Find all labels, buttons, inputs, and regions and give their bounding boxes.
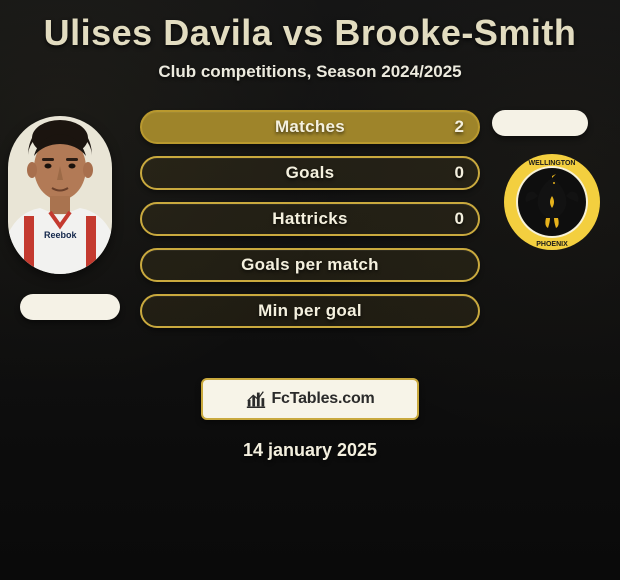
wellington-phoenix-crest: WELLINGTON PHOENIX xyxy=(502,152,602,252)
stat-value: 0 xyxy=(455,163,464,183)
stat-label: Matches xyxy=(275,117,345,137)
stat-bar: Goals 0 xyxy=(140,156,480,190)
player-left-avatar-svg: Reebok xyxy=(8,116,112,274)
stat-bar: Min per goal xyxy=(140,294,480,328)
stat-bars: Matches 2 Goals 0 Hattricks 0 Goals per match M… xyxy=(140,110,480,340)
player-left-avatar: Reebok xyxy=(8,116,112,274)
player-left-name-pill xyxy=(20,294,120,320)
comparison-card: Ulises Davila vs Brooke-Smith Club compe… xyxy=(0,0,620,580)
stat-label: Goals per match xyxy=(241,255,379,275)
player-right-crest: WELLINGTON PHOENIX xyxy=(502,152,602,252)
bar-chart-icon xyxy=(245,388,267,410)
stat-bar: Matches 2 xyxy=(140,110,480,144)
svg-text:PHOENIX: PHOENIX xyxy=(536,241,568,248)
svg-text:Reebok: Reebok xyxy=(44,230,78,240)
player-right-name-pill xyxy=(492,110,588,136)
svg-text:WELLINGTON: WELLINGTON xyxy=(529,160,576,167)
comparison-stage: Reebok WELLINGTON PHOENIX xyxy=(0,116,620,366)
stat-label: Min per goal xyxy=(258,301,362,321)
footer-badge[interactable]: FcTables.com xyxy=(201,378,419,420)
stat-value: 2 xyxy=(455,117,464,137)
page-title: Ulises Davila vs Brooke-Smith xyxy=(0,8,620,56)
footer-brand-text: FcTables.com xyxy=(271,390,374,408)
stat-value: 0 xyxy=(455,209,464,229)
stat-label: Hattricks xyxy=(272,209,347,229)
stat-bar: Goals per match xyxy=(140,248,480,282)
card-content: Ulises Davila vs Brooke-Smith Club compe… xyxy=(0,0,620,461)
subtitle: Club competitions, Season 2024/2025 xyxy=(0,62,620,82)
stat-label: Goals xyxy=(286,163,335,183)
date-label: 14 january 2025 xyxy=(0,440,620,461)
stat-bar: Hattricks 0 xyxy=(140,202,480,236)
